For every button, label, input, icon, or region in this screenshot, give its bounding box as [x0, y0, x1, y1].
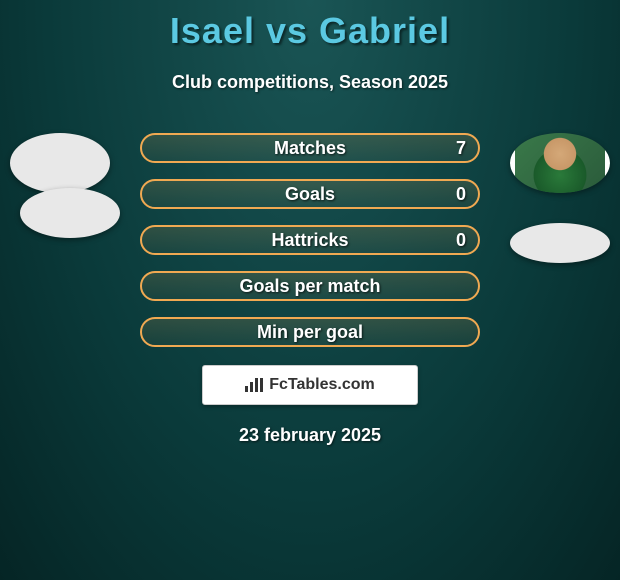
- player2-avatar: [510, 133, 610, 193]
- stat-row-hattricks: Hattricks 0: [140, 225, 480, 255]
- player1-avatar-alt: [20, 188, 120, 238]
- stat-label: Goals per match: [140, 271, 480, 301]
- stat-value: 0: [456, 225, 466, 255]
- stat-row-goals: Goals 0: [140, 179, 480, 209]
- logo-text: FcTables.com: [269, 376, 375, 394]
- stat-row-goals-per-match: Goals per match: [140, 271, 480, 301]
- page-subtitle: Club competitions, Season 2025: [0, 72, 620, 93]
- stat-value: 0: [456, 179, 466, 209]
- player-photo-icon: [510, 133, 610, 193]
- logo-box[interactable]: FcTables.com: [202, 365, 418, 405]
- stat-label: Min per goal: [140, 317, 480, 347]
- stats-container: Matches 7 Goals 0 Hattricks 0 Goals per …: [0, 133, 620, 446]
- player1-avatar: [10, 133, 110, 193]
- stat-value: 7: [456, 133, 466, 163]
- stat-row-min-per-goal: Min per goal: [140, 317, 480, 347]
- chart-icon: [245, 378, 263, 392]
- stat-label: Goals: [140, 179, 480, 209]
- player2-avatar-alt: [510, 223, 610, 263]
- stat-label: Hattricks: [140, 225, 480, 255]
- page-title: Isael vs Gabriel: [0, 0, 620, 52]
- date-text: 23 february 2025: [0, 425, 620, 446]
- stat-row-matches: Matches 7: [140, 133, 480, 163]
- stat-label: Matches: [140, 133, 480, 163]
